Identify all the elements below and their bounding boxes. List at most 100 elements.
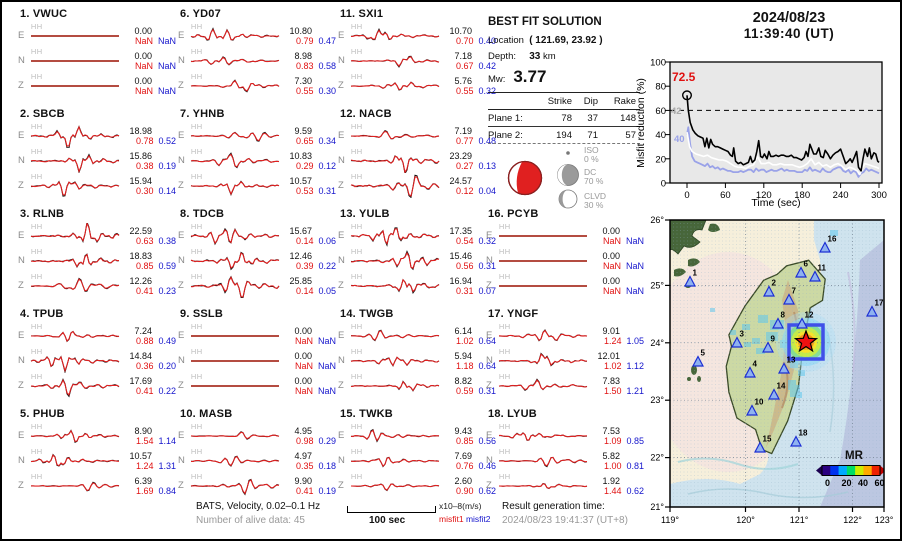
waveform-cell: HH (497, 372, 588, 398)
waveform-cell: HH (349, 422, 440, 448)
amplitude-value: 17.69 (129, 375, 152, 386)
misfit2-value: 0.07 (478, 285, 496, 296)
svg-text:30 %: 30 % (584, 200, 604, 210)
waveform-cell: HH (189, 247, 280, 273)
component-label: E (18, 330, 25, 341)
svg-text:80: 80 (655, 82, 666, 93)
waveform-plot (190, 180, 280, 197)
svg-text:14: 14 (777, 382, 786, 391)
station-label: 11. SXI1 (340, 8, 384, 20)
channel-row: E HH 17.35 0.54 0.32 (336, 222, 496, 248)
waveform-plot (350, 356, 440, 367)
waveform-plot (350, 28, 440, 41)
waveform-cell: HH (349, 472, 440, 498)
station-block: 4. TPUB E HH 7.24 0.88 0.49 N HH (16, 308, 176, 398)
svg-text:20: 20 (842, 478, 852, 488)
misfit2-value: 0.62 (478, 485, 496, 496)
map-station-marker: 18 (790, 429, 808, 447)
misfit2-value: 0.46 (478, 460, 496, 471)
annotation-42: 42 (671, 106, 682, 117)
svg-text:180: 180 (794, 190, 810, 201)
misfit2-value: 0.59 (158, 260, 176, 271)
channel-row: Z HH 25.85 0.14 0.05 (176, 272, 336, 298)
channel-values: 16.94 0.31 0.07 (441, 276, 496, 296)
amplitude-value: 7.24 (134, 325, 152, 336)
svg-text:119°: 119° (661, 515, 679, 525)
misfit2-value: 0.48 (478, 135, 496, 146)
misfit2-value: 0.84 (158, 485, 176, 496)
misfit1-value: 0.88 (135, 335, 154, 346)
component-label: Z (178, 80, 184, 91)
misfit2-value: 1.21 (626, 385, 644, 396)
band-code: HH (30, 347, 43, 356)
misfit2-value: 0.34 (318, 135, 336, 146)
table-header-row: Strike Dip Rake (488, 92, 640, 110)
amplitude-value: 6.39 (134, 475, 152, 486)
component-label: Z (178, 480, 184, 491)
map-station-marker: 7 (783, 287, 797, 305)
amplitude-value: 6.14 (454, 325, 472, 336)
waveform-plot (350, 81, 440, 91)
channel-row: N HH 4.97 0.35 0.18 (176, 447, 336, 473)
channel-row: E HH 7.19 0.77 0.48 (336, 122, 496, 148)
misfit2-value: 0.62 (626, 485, 644, 496)
col-rake: Rake (613, 96, 636, 107)
svg-text:26°: 26° (650, 215, 664, 225)
component-label: N (486, 355, 493, 366)
amplitude-value: 0.00 (602, 250, 620, 261)
waveform-plot (30, 378, 120, 398)
waveform-cell: HH (189, 422, 280, 448)
misfit1-value: 1.69 (135, 485, 154, 496)
waveform-plot (30, 453, 119, 467)
station-block: 12. NACB E HH 7.19 0.77 0.48 N HH (336, 108, 496, 198)
waveform-plot (190, 56, 280, 66)
amplitude-value: 9.90 (294, 475, 312, 486)
band-code: HH (350, 472, 363, 481)
svg-text:25°: 25° (650, 280, 664, 290)
waveform-cell: HH (29, 47, 120, 73)
map-station-marker: 9 (762, 335, 776, 353)
component-label: Z (178, 380, 184, 391)
channel-values: 12.46 0.39 0.22 (281, 251, 336, 271)
channel-values: 2.60 0.90 0.62 (441, 476, 496, 496)
band-code: HH (350, 222, 363, 231)
waveform-cell: HH (189, 347, 280, 373)
component-label: N (486, 455, 493, 466)
misfit1-value: 0.85 (455, 435, 474, 446)
waveform-plot (190, 335, 279, 337)
station-block: 8. TDCB E HH 15.67 0.14 0.06 N HH (176, 208, 336, 298)
channel-values: 4.95 0.98 0.29 (281, 426, 336, 446)
component-label: Z (338, 380, 344, 391)
mw-value: 3.77 (513, 67, 547, 86)
svg-text:120: 120 (756, 190, 772, 201)
misfit2-value: 0.38 (158, 235, 176, 246)
component-label: E (338, 330, 345, 341)
component-label: E (18, 230, 25, 241)
band-code: HH (350, 22, 363, 31)
misfit1-value: 1.18 (455, 360, 474, 371)
waveform-cell: HH (29, 172, 120, 198)
amplitude-value: 12.26 (129, 275, 152, 286)
misfit1-value: 1.00 (603, 460, 622, 471)
station-block: 6. YD07 E HH 10.80 0.79 0.47 N HH (176, 8, 336, 98)
waveform-cell: HH (349, 147, 440, 173)
channel-row: N HH 10.83 0.29 0.12 (176, 147, 336, 173)
misfit1-value: NaN (294, 335, 313, 346)
misfit2-value: 0.19 (318, 485, 336, 496)
channel-row: Z HH 0.00 NaN NaN (176, 372, 336, 398)
misfit2-value: 0.64 (478, 360, 496, 371)
location-row: Location ( 121.69, 23.92 ) (488, 35, 646, 46)
station-label: 9. SSLB (180, 308, 223, 320)
waveform-cell: HH (189, 72, 280, 98)
amplitude-value: 22.59 (129, 225, 152, 236)
component-label: E (178, 230, 185, 241)
misfit2-value: NaN (625, 235, 644, 246)
component-label: N (338, 455, 345, 466)
band-code: HH (498, 372, 511, 381)
channel-values: 10.57 0.53 0.31 (281, 176, 336, 196)
channel-values: 23.29 0.27 0.13 (441, 151, 496, 171)
band-code: HH (190, 347, 203, 356)
waveform-cell: HH (349, 322, 440, 348)
band-code: HH (30, 272, 43, 281)
band-code: HH (190, 422, 203, 431)
